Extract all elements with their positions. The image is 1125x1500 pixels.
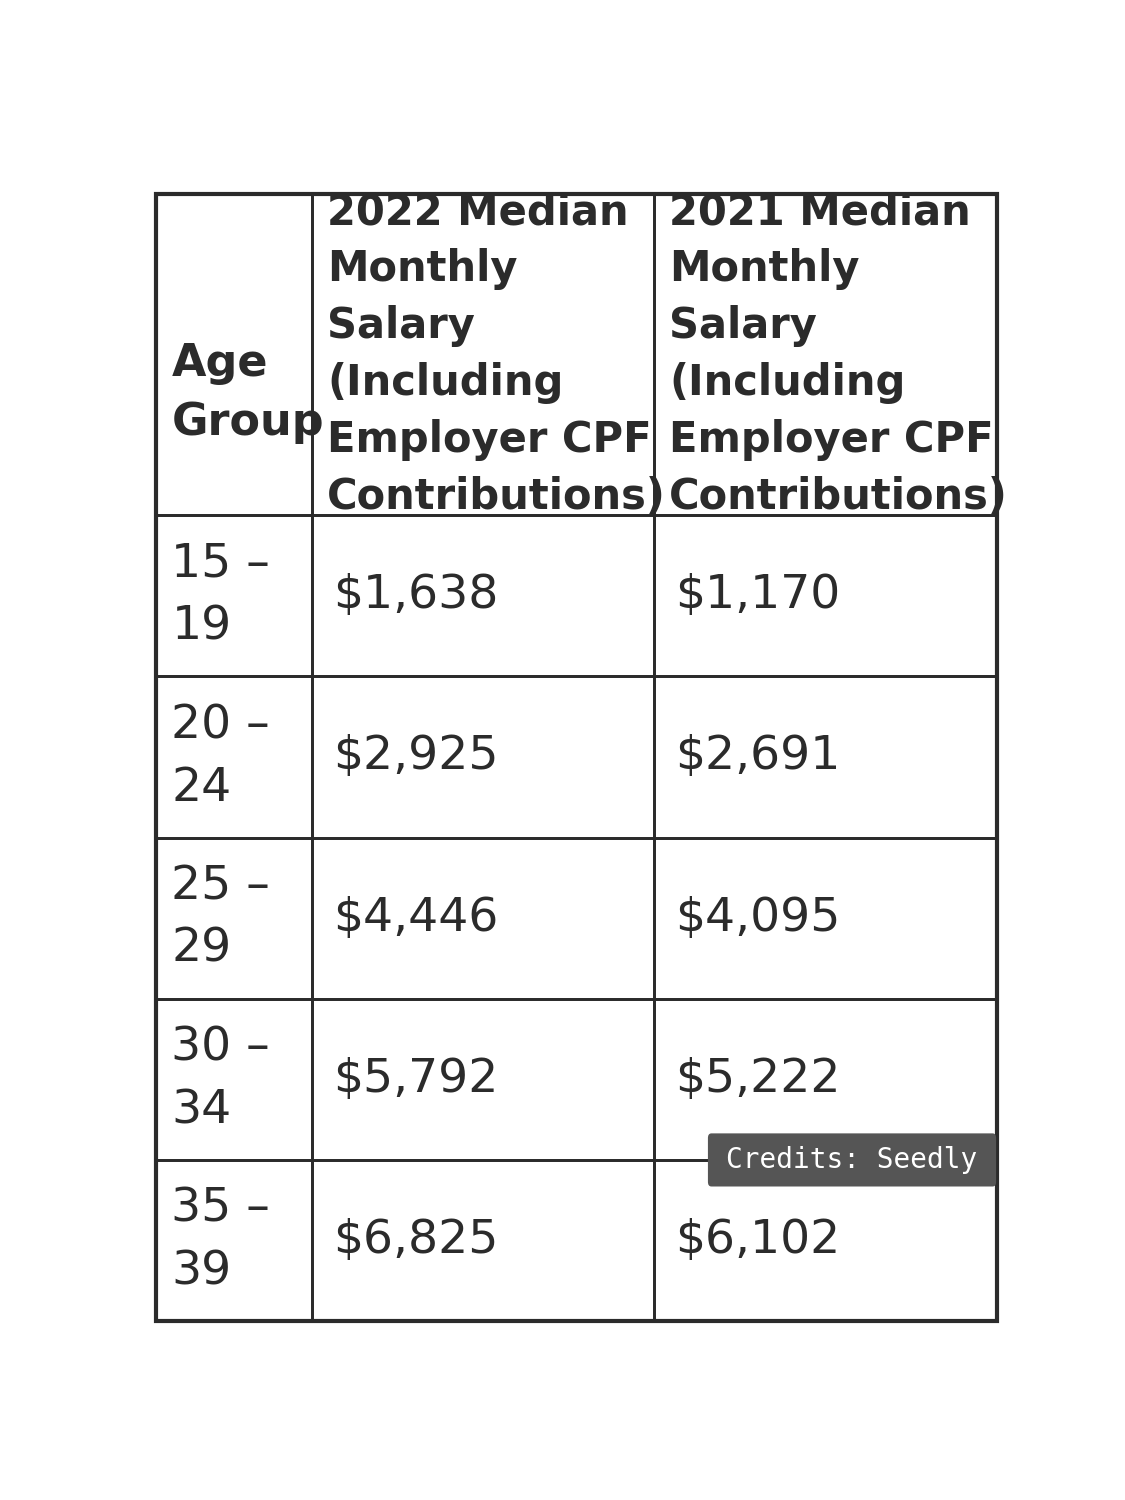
Text: 30 –
34: 30 – 34 — [171, 1026, 270, 1132]
Text: $1,170: $1,170 — [675, 573, 840, 618]
Text: $4,446: $4,446 — [333, 896, 498, 940]
Text: 2022 Median
Monthly
Salary
(Including
Employer CPF
Contributions): 2022 Median Monthly Salary (Including Em… — [327, 192, 666, 518]
Bar — [312, 837, 654, 999]
Text: 15 –
19: 15 – 19 — [171, 542, 270, 650]
FancyBboxPatch shape — [708, 1134, 996, 1186]
Text: $2,691: $2,691 — [675, 735, 840, 780]
Bar — [156, 1160, 312, 1322]
Text: $5,792: $5,792 — [333, 1058, 498, 1102]
Bar — [654, 194, 997, 514]
Bar — [156, 194, 312, 514]
Bar — [312, 194, 654, 514]
Text: $2,925: $2,925 — [333, 735, 498, 780]
Bar — [654, 1160, 997, 1322]
Text: 25 –
29: 25 – 29 — [171, 864, 270, 972]
Text: 35 –
39: 35 – 39 — [171, 1186, 270, 1294]
Text: 20 –
24: 20 – 24 — [171, 704, 270, 810]
Text: $5,222: $5,222 — [675, 1058, 840, 1102]
Bar — [156, 514, 312, 676]
Bar — [312, 676, 654, 837]
Text: $6,102: $6,102 — [675, 1218, 840, 1263]
Text: $6,825: $6,825 — [333, 1218, 498, 1263]
Bar — [654, 999, 997, 1160]
Bar — [312, 1160, 654, 1322]
Text: $4,095: $4,095 — [675, 896, 840, 940]
Text: $1,638: $1,638 — [333, 573, 498, 618]
Bar — [312, 999, 654, 1160]
Bar — [654, 676, 997, 837]
Bar — [312, 514, 654, 676]
Bar — [156, 999, 312, 1160]
Bar — [156, 837, 312, 999]
Bar — [654, 837, 997, 999]
Text: 2021 Median
Monthly
Salary
(Including
Employer CPF
Contributions): 2021 Median Monthly Salary (Including Em… — [669, 192, 1008, 518]
Text: Credits: Seedly: Credits: Seedly — [727, 1146, 978, 1174]
Text: Age
Group: Age Group — [171, 342, 324, 444]
Bar — [156, 676, 312, 837]
Bar — [654, 514, 997, 676]
